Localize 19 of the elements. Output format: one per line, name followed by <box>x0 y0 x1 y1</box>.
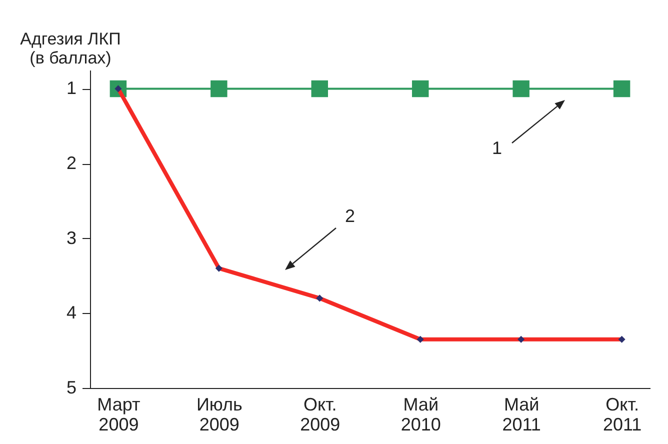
y-tick-label: 2 <box>66 153 76 174</box>
point <box>412 80 429 98</box>
annotation: 2 <box>344 206 356 226</box>
annotation: 1 <box>492 138 502 158</box>
x-tick-label: Май 2010 <box>400 394 441 434</box>
point <box>613 80 630 98</box>
y-tick-label: 4 <box>66 302 76 323</box>
y-tick-label: 1 <box>66 78 76 98</box>
y-tick-label: 5 <box>66 378 76 398</box>
y-tick-label: 3 <box>66 228 76 248</box>
point <box>311 80 328 98</box>
x-tick-label: Окт. 2009 <box>300 394 340 434</box>
y-axis-title: Адгезия ЛКП (в баллах) <box>20 30 121 68</box>
x-tick-label: Окт. 2011 <box>602 394 642 434</box>
x-tick-label: Июль 2009 <box>196 394 242 434</box>
x-tick-label: Март 2009 <box>97 394 140 434</box>
point <box>210 80 228 98</box>
point <box>512 80 530 98</box>
x-tick-label: Май 2011 <box>502 394 541 434</box>
